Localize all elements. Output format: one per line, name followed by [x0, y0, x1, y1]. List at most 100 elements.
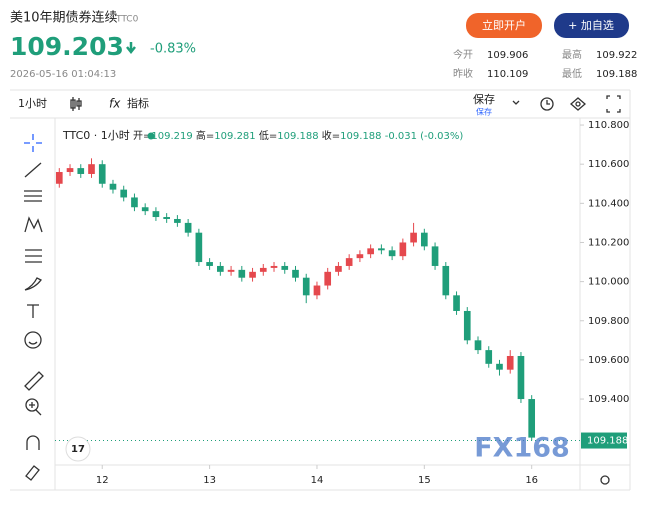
stat-label: 最低 [562, 67, 582, 80]
candle-body [442, 265, 450, 296]
button-bg [554, 13, 629, 38]
y-tick-label: 109.800 [588, 316, 629, 327]
interval[interactable]: 1小时 [18, 97, 47, 110]
watermark: FX168 [474, 433, 570, 464]
legend-value: 109.188 [277, 131, 318, 142]
legend-label: 收= [322, 129, 340, 142]
stat-value: 109.922 [596, 50, 637, 61]
candle-body [238, 269, 246, 278]
watchlist-button[interactable]: + 加自选 [554, 13, 629, 38]
legend-change: -0.031 (-0.03%) [385, 131, 464, 142]
candle-body [195, 232, 203, 263]
price: 109.203 [10, 32, 124, 61]
legend-value: 109.188 [340, 131, 381, 142]
candle-body [528, 399, 536, 438]
change: -0.83% [150, 42, 196, 57]
candle-body [249, 271, 256, 278]
candle-body [517, 355, 525, 400]
legend-value: 109.219 [151, 131, 192, 142]
y-tick-label: 110.400 [588, 198, 629, 209]
legend-label: 开= [133, 131, 151, 142]
stat-value: 109.906 [487, 50, 528, 61]
stat-label: 最高 [562, 48, 582, 61]
settings-icon[interactable] [600, 475, 610, 485]
drawing-toolbar[interactable] [24, 134, 44, 481]
symbol: TTC0 [115, 15, 139, 25]
candle-body [206, 262, 213, 266]
y-tick-label: 109.400 [588, 394, 629, 405]
legend-label: 低= [259, 129, 277, 142]
legend-title: TTC0 · 1小时 [62, 129, 130, 142]
candle-body [356, 254, 364, 259]
y-tick-label: 110.600 [588, 159, 629, 170]
candle-body [163, 217, 170, 219]
candle-body [174, 218, 181, 223]
x-tick-label: 16 [525, 475, 538, 486]
candle-body [410, 232, 417, 243]
candle-body [141, 207, 149, 212]
save[interactable]: 保存 [473, 92, 495, 106]
save-sub: 保存 [476, 107, 492, 117]
candle-body [485, 350, 493, 364]
last-price-tag [581, 432, 627, 449]
candle-body [270, 265, 278, 268]
legend: TTC0 · 1小时 开=109.219 高=109.281 低=109.188… [62, 129, 463, 142]
timestamp: 2026-05-16 01:04:13 [10, 69, 116, 80]
y-tick-label: 110.200 [588, 237, 629, 248]
toolbar-icons [540, 95, 621, 113]
last-price-label: 109.188 [587, 436, 628, 447]
candle-body [388, 250, 396, 257]
legend-dot [147, 132, 155, 140]
legend-value: 109.281 [214, 131, 255, 142]
y-tick-label: 110.800 [588, 120, 629, 131]
candle-body [453, 295, 460, 311]
stat-label: 今开 [453, 48, 473, 61]
chart-type-icon[interactable] [70, 97, 82, 111]
x-tick-label: 12 [96, 475, 109, 486]
stat-label: 昨收 [453, 67, 473, 80]
x-tick-label: 13 [203, 475, 216, 486]
candle-body [324, 271, 332, 286]
candle-body [345, 258, 353, 266]
indicators[interactable]: 指标 [127, 96, 149, 110]
candle-body [399, 242, 407, 257]
button-bg [466, 13, 542, 38]
candle-body [88, 164, 95, 174]
x-tick-label: 15 [418, 475, 431, 486]
stat-value: 110.109 [487, 69, 528, 80]
candle-body [474, 340, 482, 351]
button-label: + 加自选 [568, 19, 614, 32]
candle-body [227, 269, 235, 272]
candle-body [420, 232, 428, 247]
candle-body [131, 197, 138, 208]
candle-body [496, 363, 503, 370]
candle-body [98, 164, 106, 184]
tv-logo [65, 436, 91, 462]
candle-body [367, 248, 374, 255]
candle-body [506, 355, 514, 370]
candle-body [281, 265, 289, 270]
candle-body [431, 246, 439, 266]
candle-body [152, 211, 160, 218]
candle-body [292, 269, 299, 278]
y-tick-label: 109.600 [588, 355, 629, 366]
stat-value: 109.188 [596, 69, 637, 80]
y-tick-label: 110.000 [588, 277, 629, 288]
candle-body [109, 183, 117, 190]
down-arrow [126, 42, 136, 55]
candle-body [302, 277, 310, 296]
candle-body [120, 189, 128, 198]
title: 美10年期债券连续 [10, 10, 118, 26]
candle-body [313, 285, 321, 296]
legend-label: 高= [196, 129, 214, 142]
dropdown-icon[interactable] [512, 100, 520, 105]
open-account-button[interactable]: 立即开户 [466, 13, 542, 38]
candle-body [335, 265, 342, 272]
candle-body [77, 168, 85, 174]
button-label: 立即开户 [482, 18, 526, 32]
candle-body [55, 172, 63, 184]
fx-icon: fx [109, 97, 121, 111]
x-tick-label: 14 [311, 475, 324, 486]
candle-body [463, 310, 471, 341]
